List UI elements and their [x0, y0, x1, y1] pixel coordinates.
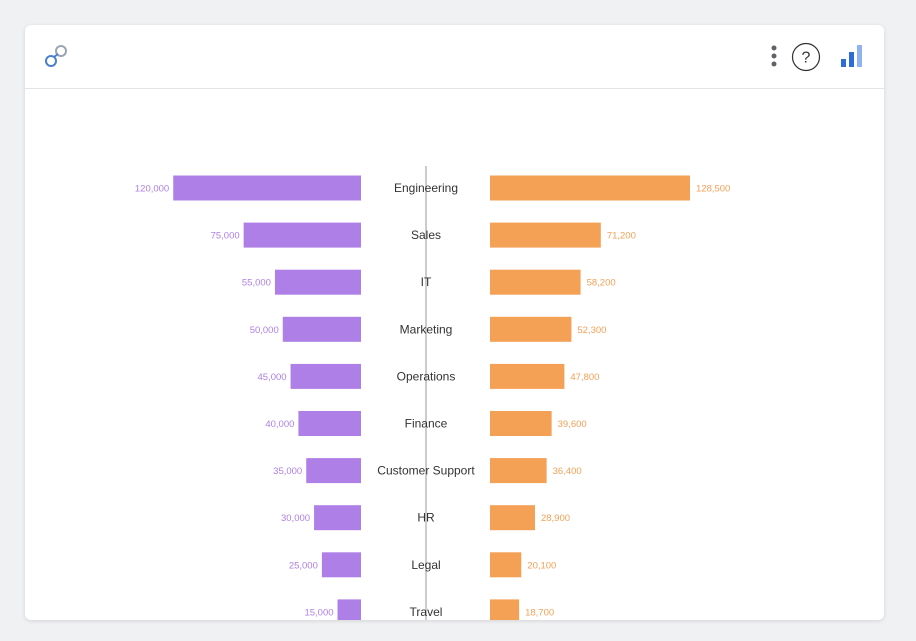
category-label: Engineering — [394, 181, 458, 195]
left-bar — [173, 175, 361, 201]
right-value-label: 36,400 — [553, 466, 582, 477]
left-bar — [314, 505, 361, 531]
right-value-label: 47,800 — [570, 372, 599, 383]
category-label: Legal — [411, 558, 440, 572]
right-value-label: 52,300 — [577, 325, 606, 336]
left-bar — [274, 269, 361, 295]
left-bar — [290, 363, 361, 389]
left-value-label: 45,000 — [258, 372, 287, 383]
relationship-icon[interactable] — [43, 42, 69, 70]
more-options-icon[interactable] — [768, 44, 780, 70]
right-bar — [490, 411, 552, 436]
category-label: Finance — [405, 417, 448, 431]
right-bar — [490, 222, 601, 248]
right-bar — [490, 505, 535, 531]
right-bar — [490, 458, 547, 484]
right-bar — [490, 599, 520, 625]
right-value-label: 28,900 — [541, 513, 570, 524]
left-value-label: 25,000 — [289, 560, 318, 571]
left-bar — [337, 599, 361, 625]
category-label: Marketing — [400, 322, 453, 336]
chart-card: ? 120,000 128,500 Engineering 75,000 71,200 S… — [25, 25, 884, 637]
card-header: ? — [25, 25, 884, 89]
left-value-label: 55,000 — [242, 278, 271, 289]
right-value-label: 18,700 — [525, 607, 554, 618]
left-value-label: 120,000 — [135, 184, 169, 195]
help-icon[interactable]: ? — [791, 42, 821, 72]
left-value-label: 30,000 — [281, 513, 310, 524]
right-value-label: 58,200 — [587, 278, 616, 289]
right-value-label: 71,200 — [607, 231, 636, 242]
left-bar — [298, 411, 361, 436]
right-bar — [490, 175, 690, 201]
help-glyph: ? — [802, 50, 811, 67]
category-label: Travel — [410, 605, 443, 619]
left-bar — [321, 552, 361, 578]
bar-chart-icon[interactable] — [840, 44, 864, 68]
right-value-label: 20,100 — [527, 560, 556, 571]
right-value-label: 128,500 — [696, 184, 730, 195]
left-bar — [306, 458, 361, 484]
diverging-bar-chart: 120,000 128,500 Engineering 75,000 71,200 Sal… — [51, 166, 856, 637]
left-bar — [282, 316, 361, 342]
left-value-label: 35,000 — [273, 466, 302, 477]
left-value-label: 40,000 — [265, 419, 294, 430]
category-label: Sales — [411, 228, 441, 242]
chart-area: 120,000 128,500 Engineering 75,000 71,200 Sal… — [25, 89, 884, 637]
right-value-label: 39,600 — [558, 419, 587, 430]
left-value-label: 50,000 — [250, 325, 279, 336]
category-label: HR — [417, 511, 435, 525]
category-label: Operations — [397, 369, 456, 383]
right-bar — [490, 552, 522, 578]
right-bar — [490, 363, 565, 389]
category-label: IT — [421, 275, 432, 289]
left-value-label: 15,000 — [304, 607, 333, 618]
right-bar — [490, 269, 581, 295]
left-bar — [243, 222, 361, 248]
left-value-label: 75,000 — [211, 231, 240, 242]
right-bar — [490, 316, 572, 342]
category-label: Customer Support — [377, 464, 475, 478]
